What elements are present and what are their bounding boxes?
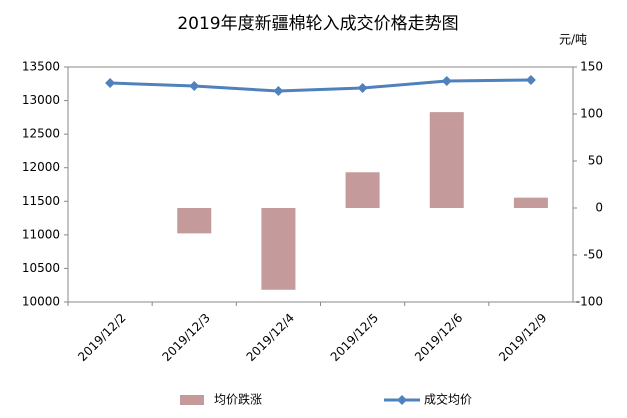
marker (189, 81, 200, 92)
x-tick-label: 2019/12/6 (412, 311, 465, 364)
bar (261, 208, 296, 290)
y2-tick-label: -100 (576, 295, 603, 309)
y-tick-label: 11000 (22, 227, 60, 241)
y-tick-label: 12000 (22, 160, 60, 174)
y2-tick-label: -50 (583, 248, 603, 262)
y-tick-label: 10000 (22, 295, 60, 309)
marker (273, 86, 284, 97)
plot-area (67, 66, 574, 303)
y2-tick-label: 100 (580, 107, 603, 121)
y2-tick-label: 150 (580, 60, 603, 74)
y-tick-label: 13500 (22, 60, 60, 74)
bar (177, 208, 212, 234)
marker (357, 83, 368, 94)
marker (105, 77, 116, 88)
bar (513, 197, 548, 208)
x-tick-label: 2019/12/9 (496, 311, 549, 364)
y2-tick-label: 0 (595, 201, 603, 215)
y-tick-label: 12500 (22, 127, 60, 141)
marker (441, 76, 452, 87)
bar (429, 112, 464, 208)
legend-marker (397, 395, 407, 405)
x-tick-label: 2019/12/2 (75, 311, 128, 364)
legend-label: 均价跌涨 (214, 392, 262, 407)
bar (345, 172, 380, 208)
x-tick-label: 2019/12/4 (244, 311, 297, 364)
y-tick-label: 11500 (22, 194, 60, 208)
y-tick-label: 13000 (22, 93, 60, 107)
y-tick-label: 10500 (22, 261, 60, 275)
chart-title: 2019年度新疆棉轮入成交价格走势图 (177, 14, 458, 34)
legend-swatch (180, 395, 204, 405)
legend-label: 成交均价 (424, 392, 472, 407)
line (110, 78, 531, 93)
x-tick-label: 2019/12/3 (159, 311, 212, 364)
y2-tick-label: 50 (588, 154, 603, 168)
x-tick-label: 2019/12/5 (328, 311, 381, 364)
marker (525, 75, 536, 86)
y2-axis-label: 元/吨 (559, 33, 587, 47)
